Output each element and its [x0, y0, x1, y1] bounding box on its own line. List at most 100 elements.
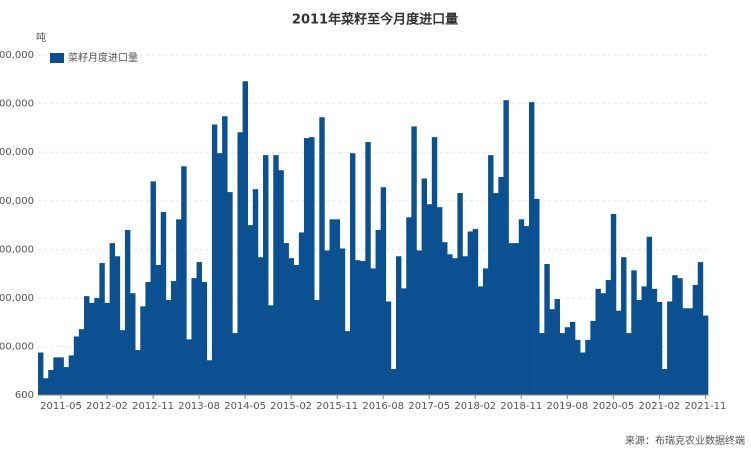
bar	[636, 300, 642, 395]
bar	[610, 213, 617, 395]
bar	[196, 262, 202, 395]
bar	[43, 378, 49, 395]
legend-swatch	[50, 53, 64, 63]
bar	[222, 116, 228, 395]
x-tick-label: 2013-08	[178, 401, 220, 412]
bar	[426, 204, 433, 395]
bar	[150, 181, 156, 395]
bar	[580, 352, 586, 395]
bar	[181, 166, 187, 395]
bar	[160, 212, 167, 395]
y-tick-label: 200,000	[0, 293, 34, 304]
bar	[493, 193, 499, 395]
bar	[401, 288, 407, 395]
bar	[375, 230, 381, 395]
bar	[170, 281, 177, 395]
bar	[232, 333, 238, 395]
bar	[201, 282, 208, 395]
y-tick-label: 600,000	[0, 99, 34, 110]
bar	[549, 309, 555, 395]
bar	[513, 243, 520, 395]
x-tick-label: 2018-11	[500, 401, 542, 412]
bar	[590, 320, 596, 395]
bar	[575, 339, 581, 395]
bar	[370, 268, 376, 395]
bar	[585, 339, 591, 395]
bar	[626, 333, 632, 395]
bar	[687, 308, 693, 395]
bar	[528, 102, 535, 396]
bar	[472, 229, 479, 395]
bar	[206, 360, 213, 395]
bar	[595, 288, 601, 395]
bar	[268, 305, 274, 395]
x-tick-label: 2015-11	[316, 401, 358, 412]
bar	[63, 367, 69, 395]
bar	[94, 298, 100, 395]
bar	[702, 315, 709, 395]
bar	[498, 177, 504, 395]
bar	[211, 124, 218, 396]
bar	[78, 329, 85, 395]
bar	[124, 230, 131, 395]
bar	[298, 232, 305, 395]
bar	[605, 280, 612, 395]
bar	[303, 138, 310, 395]
bar	[339, 248, 346, 395]
x-tick-label: 2020-05	[592, 401, 634, 412]
bar	[554, 299, 560, 395]
bar	[651, 288, 658, 395]
bar	[155, 265, 162, 395]
source: 来源：布瑞克农业数据终端	[625, 434, 745, 447]
x-tick-label: 2016-08	[362, 401, 404, 412]
bar	[539, 333, 545, 395]
bar	[334, 219, 341, 395]
bar	[534, 198, 540, 395]
bar	[293, 265, 300, 395]
y-tick-label: 400,000	[0, 196, 34, 207]
bar	[217, 153, 223, 395]
bar	[68, 355, 75, 395]
bar	[523, 226, 530, 395]
x-tick-label: 2018-02	[454, 401, 496, 412]
bar	[119, 330, 126, 395]
x-tick-label: 2012-11	[132, 401, 174, 412]
bar	[38, 352, 44, 395]
bar	[360, 261, 366, 395]
x-tick-label: 2011-05	[40, 401, 82, 412]
bar	[677, 278, 683, 395]
bar	[278, 170, 284, 395]
bar	[273, 155, 279, 395]
bar	[355, 260, 361, 395]
bar	[263, 155, 269, 395]
bar	[48, 370, 54, 395]
x-tick-label: 2014-05	[224, 401, 266, 412]
bar	[518, 219, 525, 395]
bar	[416, 250, 422, 395]
bar	[646, 236, 653, 395]
bar	[319, 117, 325, 395]
x-tick-label: 2015-02	[270, 401, 312, 412]
bar	[309, 137, 315, 395]
bar	[621, 257, 627, 395]
y-tick-label: 100,000	[0, 342, 34, 353]
bar	[421, 178, 428, 395]
bar	[682, 308, 688, 395]
x-tick-label: 2012-02	[86, 401, 128, 412]
y-tick-label: 700,000	[0, 50, 34, 61]
bar	[109, 243, 116, 395]
y-tick-label: 300,000	[0, 244, 34, 255]
bar	[431, 137, 438, 395]
bar	[442, 242, 448, 395]
bar	[329, 219, 335, 395]
bar	[697, 262, 704, 395]
y-tick-label: 600	[15, 390, 34, 401]
bar	[186, 339, 192, 395]
bar	[283, 243, 289, 395]
bar	[314, 300, 320, 395]
bar	[237, 132, 243, 395]
bar	[349, 153, 356, 395]
bar	[344, 331, 351, 395]
bar	[564, 327, 571, 395]
